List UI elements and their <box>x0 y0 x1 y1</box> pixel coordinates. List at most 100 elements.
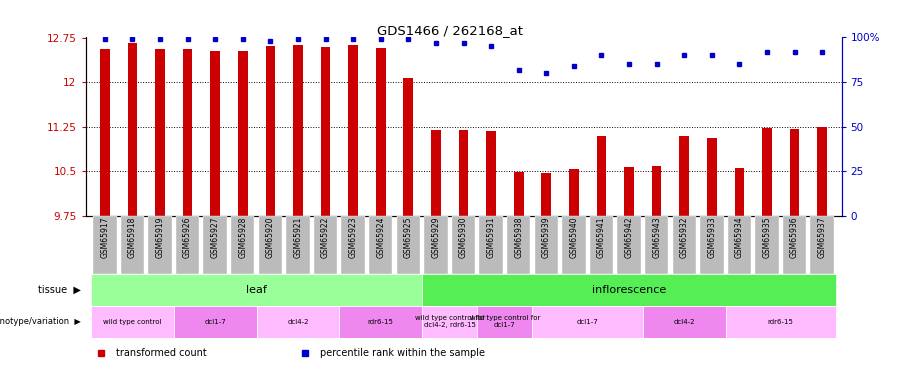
Bar <box>424 216 447 274</box>
Bar <box>286 216 310 274</box>
Bar <box>100 50 110 216</box>
Bar <box>238 51 248 216</box>
Text: GSM65931: GSM65931 <box>487 217 496 258</box>
Text: dcl4-2: dcl4-2 <box>673 319 695 324</box>
Bar <box>256 306 339 338</box>
Bar <box>459 130 468 216</box>
Bar <box>422 274 836 306</box>
Bar <box>617 216 641 274</box>
Bar <box>121 216 144 274</box>
Bar <box>590 216 613 274</box>
Text: GSM65942: GSM65942 <box>625 217 634 258</box>
Text: GSM65930: GSM65930 <box>459 217 468 258</box>
Bar <box>91 306 174 338</box>
Text: GSM65941: GSM65941 <box>597 217 606 258</box>
Text: GSM65924: GSM65924 <box>376 217 385 258</box>
Bar <box>339 306 422 338</box>
Text: GSM65919: GSM65919 <box>156 217 165 258</box>
Bar <box>91 274 422 306</box>
Text: GSM65940: GSM65940 <box>570 217 579 258</box>
Bar <box>725 306 836 338</box>
Bar <box>148 216 172 274</box>
Bar <box>266 46 275 216</box>
Bar <box>183 50 193 216</box>
Text: GSM65927: GSM65927 <box>211 217 220 258</box>
Text: GSM65934: GSM65934 <box>735 217 744 258</box>
Bar <box>680 136 689 216</box>
Bar <box>652 166 662 216</box>
Text: GSM65939: GSM65939 <box>542 217 551 258</box>
Text: tissue  ▶: tissue ▶ <box>38 285 81 295</box>
Text: GSM65920: GSM65920 <box>266 217 274 258</box>
Text: wild type control for
dcl4-2, rdr6-15: wild type control for dcl4-2, rdr6-15 <box>415 315 485 328</box>
Bar <box>231 216 255 274</box>
Bar <box>533 306 643 338</box>
Bar <box>672 216 696 274</box>
Text: dcl1-7: dcl1-7 <box>204 319 226 324</box>
Text: genotype/variation  ▶: genotype/variation ▶ <box>0 317 81 326</box>
Text: dcl1-7: dcl1-7 <box>577 319 598 324</box>
Bar <box>643 306 725 338</box>
Bar <box>755 216 778 274</box>
Text: wild type control for
dcl1-7: wild type control for dcl1-7 <box>470 315 540 328</box>
Text: GSM65938: GSM65938 <box>514 217 523 258</box>
Bar <box>790 129 799 216</box>
Text: GSM65928: GSM65928 <box>238 217 248 258</box>
Bar <box>486 131 496 216</box>
Bar <box>734 168 744 216</box>
Text: GSM65921: GSM65921 <box>293 217 302 258</box>
Bar <box>314 216 338 274</box>
Text: GSM65932: GSM65932 <box>680 217 688 258</box>
Bar <box>397 216 420 274</box>
Bar <box>174 306 256 338</box>
Bar <box>535 216 558 274</box>
Bar <box>762 128 772 216</box>
Bar <box>320 47 330 216</box>
Bar <box>645 216 669 274</box>
Bar <box>707 138 716 216</box>
Bar <box>176 216 199 274</box>
Bar <box>507 216 530 274</box>
Bar <box>569 169 579 216</box>
Text: GDS1466 / 262168_at: GDS1466 / 262168_at <box>377 24 523 38</box>
Text: leaf: leaf <box>246 285 267 295</box>
Bar <box>700 216 724 274</box>
Text: rdr6-15: rdr6-15 <box>368 319 393 324</box>
Text: dcl4-2: dcl4-2 <box>287 319 309 324</box>
Text: GSM65936: GSM65936 <box>790 217 799 258</box>
Bar <box>258 216 282 274</box>
Text: GSM65917: GSM65917 <box>100 217 109 258</box>
Bar <box>293 45 302 216</box>
Bar <box>817 127 827 216</box>
Text: GSM65923: GSM65923 <box>348 217 357 258</box>
Bar <box>542 173 551 216</box>
Bar <box>348 45 358 216</box>
Bar <box>155 50 165 216</box>
Bar <box>597 136 607 216</box>
Bar <box>452 216 475 274</box>
Bar <box>477 306 533 338</box>
Bar <box>514 172 524 216</box>
Bar <box>128 44 137 216</box>
Text: GSM65922: GSM65922 <box>321 217 330 258</box>
Bar <box>562 216 586 274</box>
Text: GSM65926: GSM65926 <box>183 217 192 258</box>
Text: GSM65918: GSM65918 <box>128 217 137 258</box>
Bar <box>783 216 806 274</box>
Text: wild type control: wild type control <box>104 319 162 324</box>
Text: GSM65929: GSM65929 <box>431 217 440 258</box>
Bar <box>369 216 392 274</box>
Bar <box>211 51 220 216</box>
Text: GSM65933: GSM65933 <box>707 217 716 258</box>
Bar <box>811 216 834 274</box>
Text: GSM65937: GSM65937 <box>818 217 827 258</box>
Bar <box>431 130 441 216</box>
Text: transformed count: transformed count <box>116 348 206 357</box>
Bar <box>341 216 365 274</box>
Bar <box>203 216 227 274</box>
Bar <box>480 216 503 274</box>
Bar <box>728 216 752 274</box>
Text: GSM65935: GSM65935 <box>762 217 771 258</box>
Bar <box>422 306 477 338</box>
Text: rdr6-15: rdr6-15 <box>768 319 794 324</box>
